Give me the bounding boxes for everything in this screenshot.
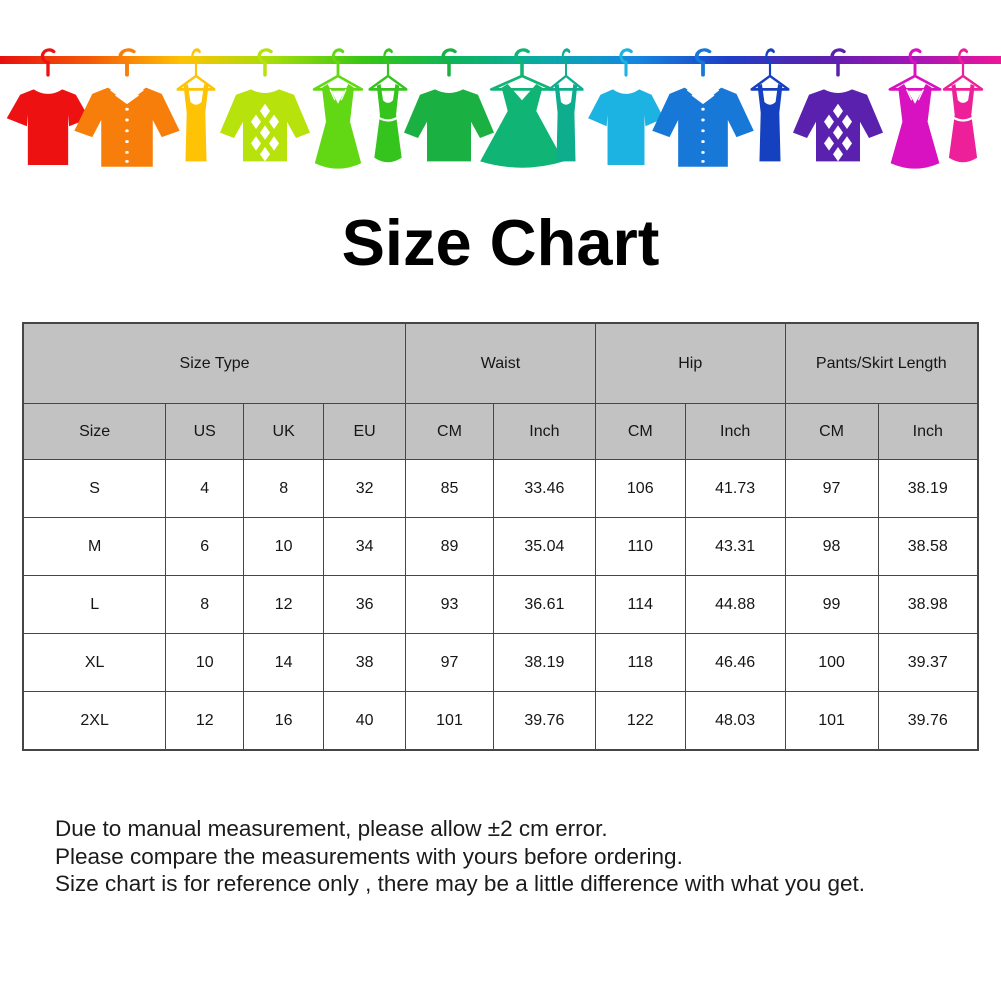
measurement-cell: 85 xyxy=(405,459,494,518)
size-chart-page: Size Chart Size Type Waist Hip Pants/Skirt … xyxy=(0,0,1001,898)
measurement-cell: 35.04 xyxy=(492,517,596,576)
col-header-9-inch: Inch xyxy=(877,403,979,460)
note-line-1: Due to manual measurement, please allow … xyxy=(55,816,608,841)
size-row-2xl: 2XL 12 16 40 101 39.76 122 48.03 101 39.76 xyxy=(22,691,979,751)
measurement-cell: 4 xyxy=(165,459,245,518)
col-header-3-eu: EU xyxy=(323,403,407,460)
measurement-cell: 98 xyxy=(784,517,879,576)
yellowgreen-argyle-sweater-icon xyxy=(220,48,310,162)
measurement-cell: 43.31 xyxy=(684,517,786,576)
measurement-cell: 41.73 xyxy=(684,459,786,518)
measurement-cell: 110 xyxy=(594,517,686,576)
measurement-cell: 38.19 xyxy=(492,633,596,692)
magenta-dress-icon xyxy=(888,48,942,169)
measurement-cell: 39.76 xyxy=(492,691,596,751)
measurement-cell: 101 xyxy=(784,691,879,751)
measurement-cell: 101 xyxy=(405,691,494,751)
size-label-cell: 2XL xyxy=(22,691,167,751)
measurement-cell: 40 xyxy=(323,691,407,751)
col-header-1-us: US xyxy=(165,403,245,460)
size-label-cell: M xyxy=(22,517,167,576)
note-line-3: Size chart is for reference only , there… xyxy=(55,871,865,896)
col-header-8-cm: CM xyxy=(784,403,879,460)
col-header-5-inch: Inch xyxy=(492,403,596,460)
green-tank-dress-icon xyxy=(368,48,408,163)
group-header-pants-skirt-length: Pants/Skirt Length xyxy=(784,322,979,404)
group-header-size-type: Size Type xyxy=(22,322,407,404)
measurement-cell: 32 xyxy=(323,459,407,518)
measurement-cell: 93 xyxy=(405,575,494,634)
size-row-l: L 8 12 36 93 36.61 114 44.88 99 38.98 xyxy=(22,575,979,634)
clothes-banner xyxy=(0,0,1001,180)
measurement-cell: 16 xyxy=(243,691,325,751)
measurement-cell: 99 xyxy=(784,575,879,634)
measurement-cell: 8 xyxy=(165,575,245,634)
measurement-cell: 6 xyxy=(165,517,245,576)
size-row-s: S 4 8 32 85 33.46 106 41.73 97 38.19 xyxy=(22,459,979,518)
size-label-cell: L xyxy=(22,575,167,634)
measurement-cell: 12 xyxy=(243,575,325,634)
measurement-cell: 118 xyxy=(594,633,686,692)
col-header-2-uk: UK xyxy=(243,403,325,460)
yellow-tank-top-icon xyxy=(176,48,216,162)
cyan-tshirt-icon xyxy=(588,48,664,165)
measurement-cell: 39.37 xyxy=(877,633,979,692)
measurement-cell: 38.58 xyxy=(877,517,979,576)
measurement-cell: 122 xyxy=(594,691,686,751)
navy-tank-top-icon xyxy=(750,48,790,162)
measurement-cell: 36.61 xyxy=(492,575,596,634)
purple-argyle-sweater-icon xyxy=(793,48,883,162)
measurement-cell: 36 xyxy=(323,575,407,634)
size-label-cell: S xyxy=(22,459,167,518)
measurement-cell: 46.46 xyxy=(684,633,786,692)
measurement-cell: 89 xyxy=(405,517,494,576)
measurement-cell: 38.98 xyxy=(877,575,979,634)
measurement-cell: 48.03 xyxy=(684,691,786,751)
teal-dress-icon xyxy=(480,48,564,168)
measurement-cell: 97 xyxy=(405,633,494,692)
col-header-7-inch: Inch xyxy=(684,403,786,460)
size-label-cell: XL xyxy=(22,633,167,692)
pink-tank-dress-icon xyxy=(942,48,984,163)
measurement-cell: 14 xyxy=(243,633,325,692)
size-row-m: M 6 10 34 89 35.04 110 43.31 98 38.58 xyxy=(22,517,979,576)
col-header-4-cm: CM xyxy=(405,403,494,460)
green-dress-icon xyxy=(312,48,364,169)
measurement-notes: Due to manual measurement, please allow … xyxy=(55,815,1001,898)
rainbow-rod xyxy=(0,56,1001,64)
blue-shirt-icon xyxy=(652,48,754,167)
measurement-cell: 38 xyxy=(323,633,407,692)
measurement-cell: 33.46 xyxy=(492,459,596,518)
measurement-cell: 44.88 xyxy=(684,575,786,634)
col-header-6-cm: CM xyxy=(594,403,686,460)
size-row-xl: XL 10 14 38 97 38.19 118 46.46 100 39.37 xyxy=(22,633,979,692)
measurement-cell: 97 xyxy=(784,459,879,518)
orange-shirt-icon xyxy=(74,48,180,167)
page-title: Size Chart xyxy=(341,206,660,279)
note-line-2: Please compare the measurements with you… xyxy=(55,843,683,869)
measurement-cell: 12 xyxy=(165,691,245,751)
size-chart-table: Size Type Waist Hip Pants/Skirt Length Size U… xyxy=(22,322,979,751)
measurement-cell: 100 xyxy=(784,633,879,692)
measurement-cell: 106 xyxy=(594,459,686,518)
group-header-hip: Hip xyxy=(594,322,786,404)
teal-tank-top-icon xyxy=(548,48,584,162)
measurement-cell: 10 xyxy=(243,517,325,576)
green-sweater-icon xyxy=(404,48,494,162)
measurement-cell: 10 xyxy=(165,633,245,692)
col-header-0-size: Size xyxy=(22,403,167,460)
group-header-waist: Waist xyxy=(405,322,596,404)
measurement-cell: 34 xyxy=(323,517,407,576)
red-tshirt-icon xyxy=(6,48,90,165)
measurement-cell: 114 xyxy=(594,575,686,634)
measurement-cell: 8 xyxy=(243,459,325,518)
measurement-cell: 39.76 xyxy=(877,691,979,751)
measurement-cell: 38.19 xyxy=(877,459,979,518)
